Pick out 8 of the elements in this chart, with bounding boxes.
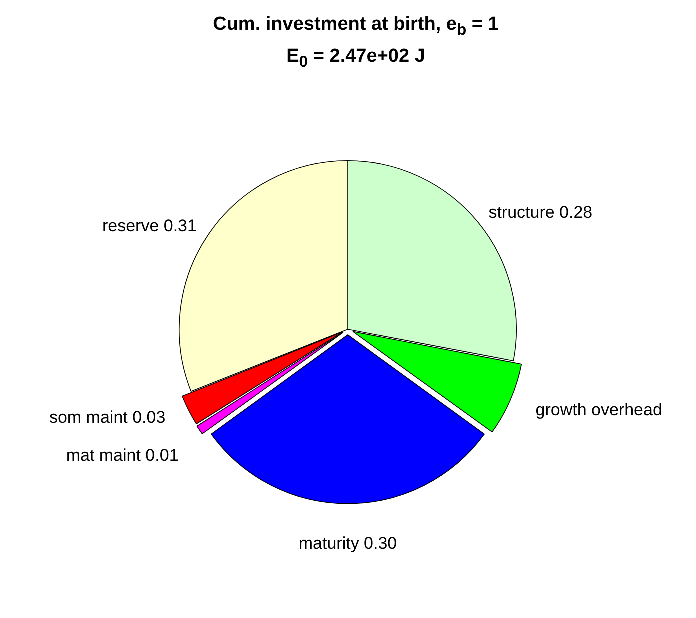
slice-label: maturity 0.30	[298, 533, 398, 552]
chart-subtitle: E$_{0}$ = 2.47e+02 J	[286, 46, 426, 72]
slice-label: reserve 0.31	[102, 216, 197, 236]
slice-label: growth overhead	[536, 400, 662, 420]
slice-label: som maint 0.03	[49, 408, 166, 427]
slice-label: mat maint 0.01	[66, 446, 179, 465]
chart-title: Cum. investment at birth, e$_{b}$ = 1	[212, 13, 500, 40]
slice-label: structure 0.28	[488, 202, 593, 222]
